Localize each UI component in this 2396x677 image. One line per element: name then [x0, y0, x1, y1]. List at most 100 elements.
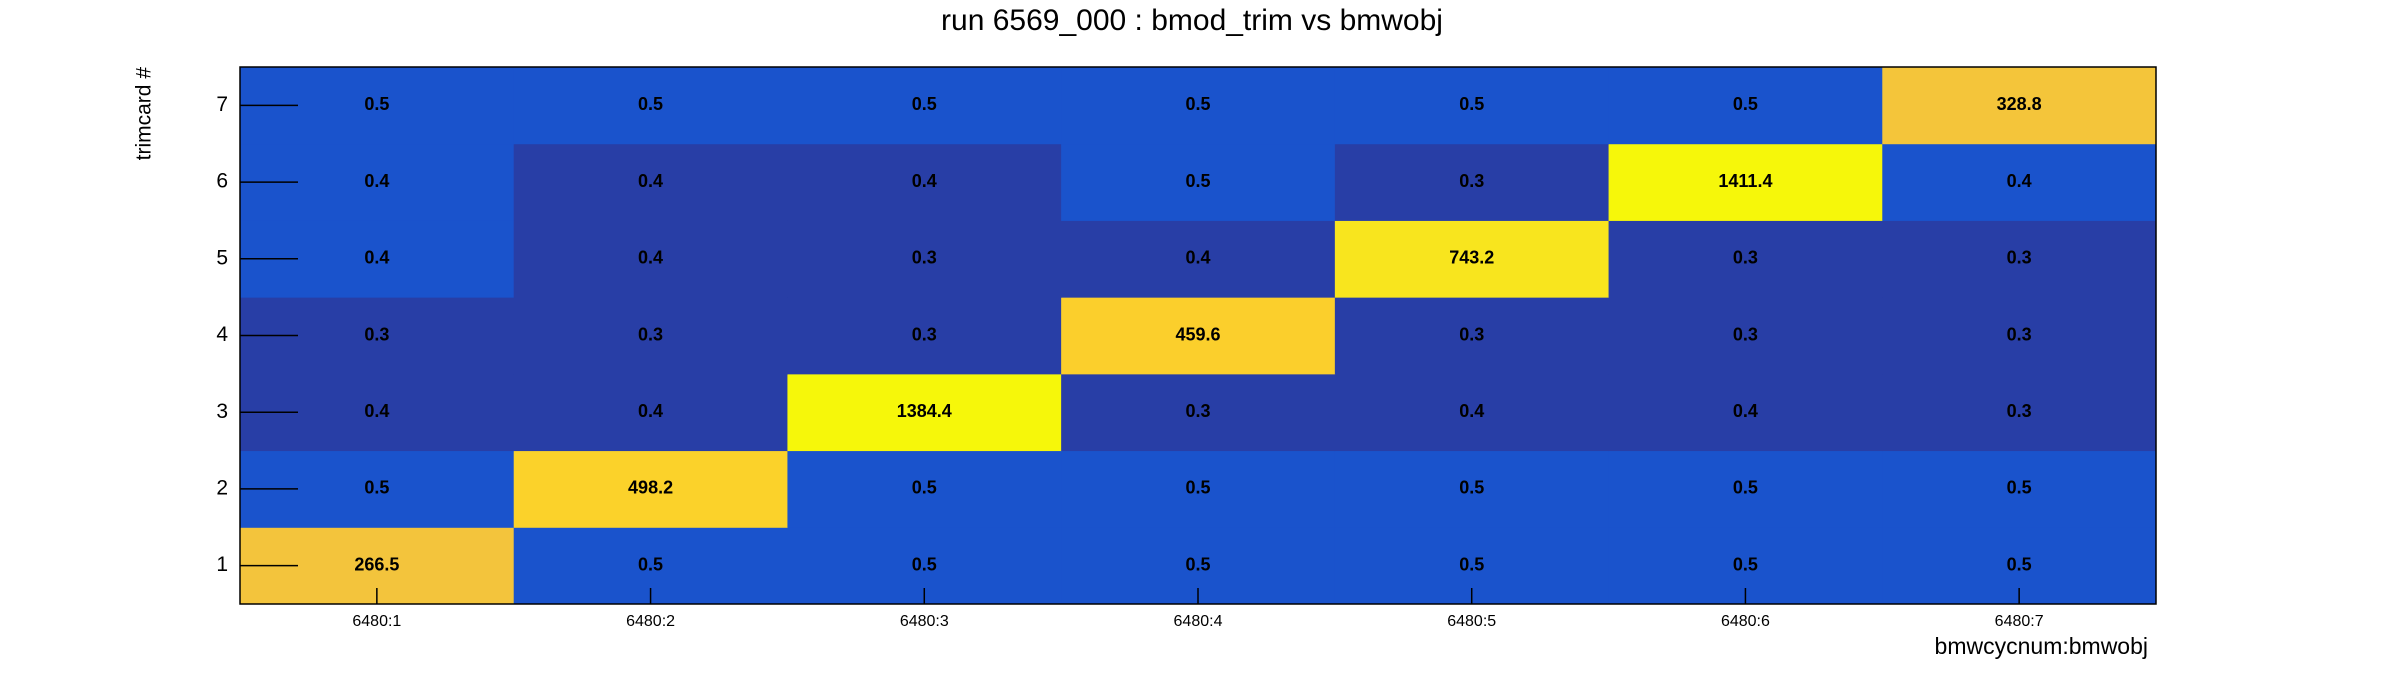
- heatmap-cell: [1882, 220, 2157, 298]
- heatmap-cell: [513, 67, 788, 145]
- cell-label: 0.4: [638, 401, 663, 421]
- cell-label: 0.3: [912, 324, 937, 344]
- cell-label: 0.4: [1185, 248, 1210, 268]
- heatmap-cell: [1061, 297, 1336, 375]
- cell-label: 0.4: [2007, 171, 2032, 191]
- y-tick-label: 3: [216, 400, 228, 423]
- heatmap-cell: [1334, 373, 1610, 452]
- heatmap-cell: [1061, 450, 1336, 528]
- y-tick-label: 5: [216, 246, 228, 269]
- heatmap-cell: [513, 220, 788, 298]
- heatmap-cell: [1334, 450, 1610, 528]
- cell-label: 0.5: [1185, 94, 1210, 114]
- cell-label: 0.5: [2007, 478, 2032, 498]
- heatmap-cell: [1608, 297, 1883, 375]
- cell-label: 1384.4: [897, 401, 952, 421]
- cell-label: 0.3: [364, 324, 389, 344]
- heatmap-cell: [1061, 220, 1336, 298]
- x-axis-label: bmwcycnum:bmwobj: [1935, 633, 2148, 659]
- cell-label: 0.5: [912, 94, 937, 114]
- heatmap-cell: [1608, 143, 1883, 221]
- y-tick-label: 2: [216, 476, 228, 499]
- cell-label: 0.3: [1459, 171, 1484, 191]
- cell-label: 0.3: [2007, 324, 2032, 344]
- chart-title: run 6569_000 : bmod_trim vs bmwobj: [941, 4, 1443, 37]
- heatmap-cell: [1608, 450, 1883, 528]
- heatmap-cell: [1061, 373, 1336, 452]
- heatmap-cell: [1061, 67, 1336, 145]
- cell-label: 0.3: [2007, 248, 2032, 268]
- cell-label: 0.3: [1733, 248, 1758, 268]
- cell-label: 0.3: [638, 324, 663, 344]
- cell-label: 0.5: [1733, 554, 1758, 574]
- heatmap-cell: [1882, 297, 2157, 375]
- y-axis-label: trimcard #: [133, 67, 156, 161]
- cell-label: 0.4: [364, 171, 389, 191]
- cell-label: 0.4: [364, 248, 389, 268]
- heatmap-cell: [1061, 143, 1336, 221]
- heatmap-cell: [787, 297, 1062, 375]
- y-tick-label: 1: [216, 553, 228, 576]
- cell-label: 0.5: [638, 554, 663, 574]
- heatmap-cell: [513, 297, 788, 375]
- heatmap-cell: [1334, 220, 1610, 298]
- heatmap-cell: [787, 67, 1062, 145]
- cell-label: 0.5: [2007, 554, 2032, 574]
- cell-label: 328.8: [1997, 94, 2042, 114]
- cell-label: 266.5: [354, 554, 399, 574]
- cell-label: 0.5: [1459, 478, 1484, 498]
- cell-label: 0.5: [1185, 554, 1210, 574]
- cell-label: 0.5: [1459, 554, 1484, 574]
- x-tick-label: 6480:3: [900, 613, 949, 630]
- cell-label: 0.5: [1733, 478, 1758, 498]
- heatmap-cell: [1882, 373, 2157, 452]
- cell-label: 0.5: [638, 94, 663, 114]
- heatmap-cell: [1334, 143, 1610, 221]
- cell-label: 0.4: [364, 401, 389, 421]
- x-tick-label: 6480:1: [352, 613, 401, 630]
- cell-label: 0.5: [1733, 94, 1758, 114]
- heatmap-cell: [1882, 143, 2157, 221]
- cell-label: 0.5: [1185, 478, 1210, 498]
- cell-label: 0.3: [912, 248, 937, 268]
- cell-label: 498.2: [628, 478, 673, 498]
- cell-label: 0.3: [2007, 401, 2032, 421]
- cell-label: 0.3: [1185, 401, 1210, 421]
- cell-label: 0.4: [912, 171, 937, 191]
- heatmap-cell: [513, 450, 788, 528]
- heatmap-cell: [1334, 297, 1610, 375]
- cell-label: 0.3: [1733, 324, 1758, 344]
- cell-label: 1411.4: [1718, 171, 1772, 191]
- cell-label: 0.5: [364, 478, 389, 498]
- heatmap-cell: [1608, 67, 1883, 145]
- heatmap-cell: [787, 450, 1062, 528]
- cell-label: 0.5: [912, 554, 937, 574]
- x-tick-label: 6480:4: [1174, 613, 1223, 630]
- cell-label: 0.5: [1185, 171, 1210, 191]
- cell-label: 0.3: [1459, 324, 1484, 344]
- cell-label: 459.6: [1175, 324, 1220, 344]
- heatmap-cell: [787, 143, 1062, 221]
- x-tick-label: 6480:2: [626, 613, 675, 630]
- y-tick-label: 7: [216, 93, 228, 116]
- y-tick-label: 4: [216, 323, 228, 346]
- cell-label: 0.4: [638, 248, 663, 268]
- heatmap-cell: [1334, 67, 1610, 145]
- x-tick-label: 6480:5: [1447, 613, 1496, 630]
- cell-label: 0.4: [638, 171, 663, 191]
- heatmap-cell: [787, 220, 1062, 298]
- x-tick-label: 6480:7: [1995, 613, 2044, 630]
- heatmap-cell: [513, 143, 788, 221]
- x-tick-label: 6480:6: [1721, 613, 1770, 630]
- heatmap-cell: [1882, 67, 2157, 145]
- cell-label: 0.4: [1459, 401, 1484, 421]
- heatmap-cell: [1882, 450, 2157, 528]
- heatmap-cell: [513, 373, 788, 452]
- cell-label: 0.5: [912, 478, 937, 498]
- y-tick-label: 6: [216, 170, 228, 193]
- heatmap-cell: [1608, 373, 1883, 452]
- cell-label: 743.2: [1449, 248, 1494, 268]
- cell-label: 0.4: [1733, 401, 1758, 421]
- heatmap-cell: [1608, 220, 1883, 298]
